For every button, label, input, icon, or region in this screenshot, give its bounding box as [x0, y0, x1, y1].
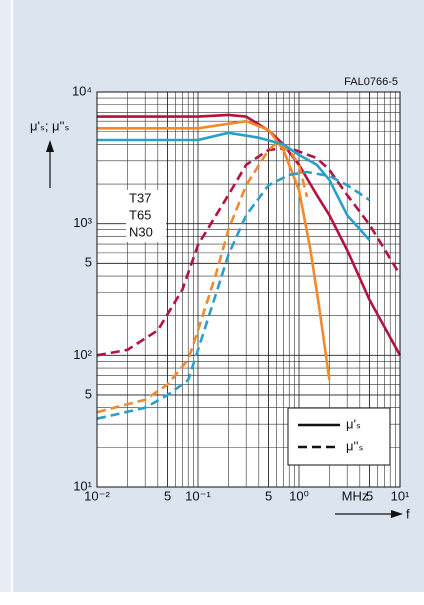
annotation: FAL0766-5 [344, 76, 398, 88]
material-label: N30 [129, 224, 153, 239]
legend-label: μ'ₛ [346, 416, 361, 431]
curve [96, 146, 402, 357]
legend-box [287, 407, 391, 466]
y-tick-label: 10⁴ [72, 83, 92, 98]
material-label-bg [126, 190, 166, 242]
y-tick-label: 5 [85, 386, 92, 401]
y-axis-label: μ'ₛ; μ''ₛ [30, 118, 69, 133]
curve [96, 170, 371, 420]
y-tick-label: 10² [73, 347, 92, 362]
x-tick-label: 10¹ [391, 488, 410, 503]
grid [96, 91, 401, 488]
labels: T37 T65 N30 [129, 190, 153, 239]
y-arrow-head [46, 140, 54, 152]
legend-label: μ''ₛ [346, 438, 363, 453]
plot-frame [96, 91, 401, 488]
x-unit: MHz [342, 488, 369, 503]
y-tick-label: 10¹ [73, 478, 92, 493]
curve [96, 141, 309, 414]
side-strip [0, 0, 11, 592]
x-tick-label: 5 [164, 488, 171, 503]
y-tick-label: 5 [85, 255, 92, 270]
x-axis-label: f [406, 506, 410, 521]
x-tick-label: 10⁰ [289, 488, 309, 503]
x-tick-label: 5 [265, 488, 272, 503]
material-label: T37 [129, 190, 151, 205]
curve [97, 131, 371, 241]
y-tick-label: 10³ [73, 215, 92, 230]
x-tick-label: 10⁻¹ [185, 488, 211, 503]
x-tick-label: 10⁻² [84, 488, 110, 503]
x-arrow-head [391, 510, 403, 518]
curves [96, 113, 402, 420]
material-label: T65 [129, 207, 151, 222]
x-tick-label: 5 [366, 488, 373, 503]
curve [97, 119, 331, 381]
